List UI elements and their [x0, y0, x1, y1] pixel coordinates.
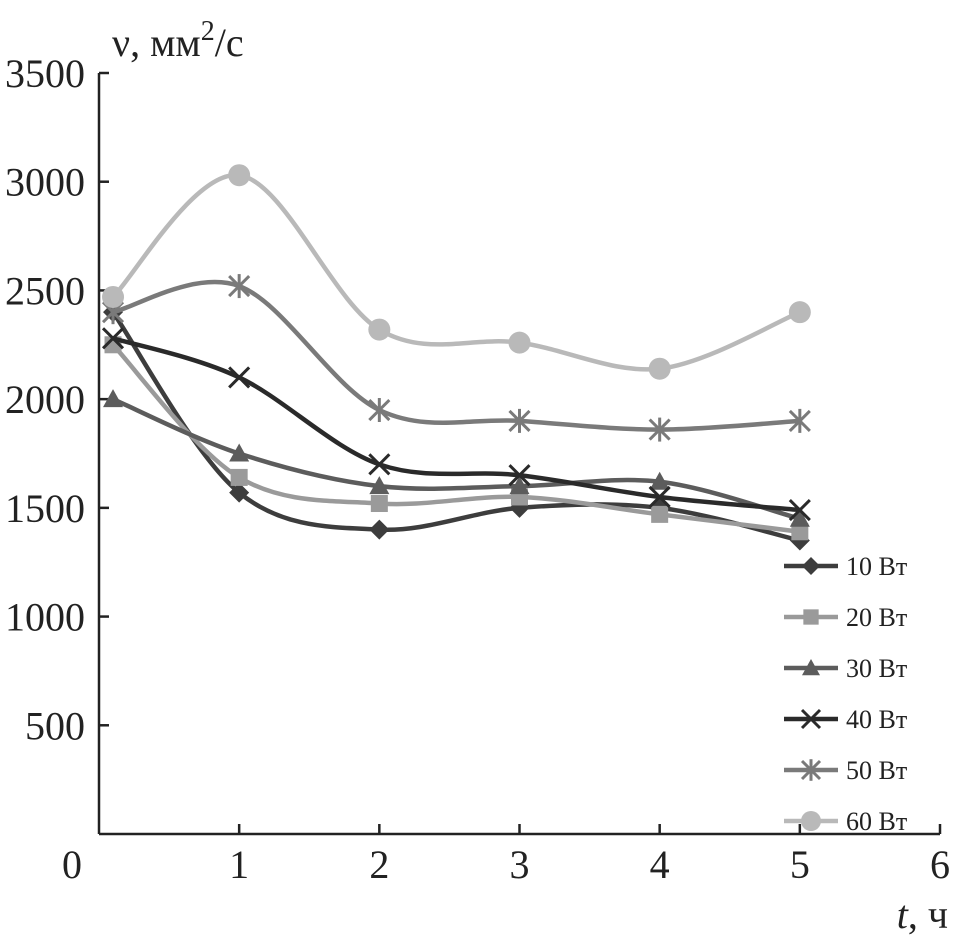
series-5: [101, 274, 811, 442]
data-point: [789, 508, 810, 527]
y-tick-label: 2500: [5, 268, 85, 313]
y-axis-title: ν, мм2/с: [112, 16, 244, 65]
data-point: [788, 301, 811, 324]
data-point: [229, 482, 250, 503]
legend-marker: [802, 659, 820, 676]
legend-item: 10 Вт: [784, 552, 907, 581]
data-point: [368, 318, 391, 341]
marker-stroke: [228, 366, 251, 389]
marker-stroke: [648, 485, 671, 509]
x-tick-label: 5: [790, 842, 810, 887]
data-point: [228, 366, 251, 389]
y-tick-label: 500: [25, 703, 85, 748]
legend-item: 20 Вт: [784, 603, 907, 632]
data-point: [648, 417, 671, 442]
legend-item: 40 Вт: [784, 705, 907, 734]
y-axis-title-base: ν, мм: [112, 20, 201, 65]
x-tick-label: 6: [930, 842, 950, 887]
data-point: [648, 485, 671, 509]
x-tick-label: 1: [229, 842, 249, 887]
data-point: [788, 408, 811, 433]
series-line: [110, 342, 803, 535]
legend-label: 50 Вт: [846, 756, 907, 785]
x-tick-label: 3: [510, 842, 530, 887]
x-axis-title-unit: , ч: [908, 892, 948, 937]
data-point: [508, 408, 531, 433]
series-line: [110, 309, 803, 543]
data-point: [103, 389, 124, 408]
marker-stroke: [800, 708, 822, 730]
data-point: [509, 476, 530, 495]
series-3: [103, 389, 810, 527]
legend-item: 50 Вт: [784, 756, 907, 785]
legend-label: 10 Вт: [846, 552, 907, 581]
x-tick-label: 2: [369, 842, 389, 887]
data-point: [368, 453, 391, 476]
data-point: [229, 443, 250, 462]
x-tick-label: 0: [62, 842, 82, 887]
data-point: [369, 476, 390, 495]
data-point: [651, 505, 669, 523]
marker-stroke: [788, 498, 811, 522]
data-point: [102, 285, 125, 308]
data-point: [508, 464, 531, 487]
legend-item: 60 Вт: [784, 807, 907, 836]
series-line: [110, 396, 803, 521]
y-tick-label: 3000: [5, 160, 85, 205]
marker-stroke: [368, 453, 391, 476]
series-line: [110, 172, 803, 372]
legend-marker: [802, 557, 820, 575]
marker-stroke: [101, 327, 125, 350]
legend-marker: [803, 609, 819, 625]
series-line: [110, 336, 803, 513]
legend-label: 20 Вт: [846, 603, 907, 632]
legend-marker: [801, 811, 821, 831]
data-point: [508, 331, 531, 354]
marker-stroke: [508, 464, 531, 487]
data-point: [228, 274, 251, 299]
legend-label: 40 Вт: [846, 705, 907, 734]
legend-marker: [800, 708, 822, 730]
series-4: [101, 327, 811, 522]
legend-label: 60 Вт: [846, 807, 907, 836]
data-point: [648, 357, 671, 380]
data-point: [101, 327, 125, 350]
y-tick-label: 1500: [5, 486, 85, 531]
legend: 10 Вт 20 Вт 30 Вт 40 Вт 50 Вт 60 Вт: [784, 552, 907, 836]
y-tick-label: 2000: [5, 377, 85, 422]
legend-marker: [800, 759, 822, 781]
x-axis-title-var: t: [897, 892, 909, 937]
legend-item: 30 Вт: [784, 654, 907, 683]
data-point: [791, 523, 809, 541]
legend-label: 30 Вт: [846, 654, 907, 683]
data-point: [649, 471, 670, 490]
data-point: [228, 164, 251, 187]
series-line: [110, 279, 803, 432]
y-axis-title-sup: 2: [201, 16, 215, 47]
data-point: [788, 498, 811, 522]
series-6: [102, 164, 811, 380]
y-axis-title-tail: /с: [215, 20, 244, 65]
data-point: [230, 468, 248, 486]
data-point: [370, 495, 388, 513]
series-layer: [101, 164, 811, 551]
x-axis-title: t, ч: [897, 892, 948, 937]
x-tick-label: 4: [650, 842, 670, 887]
data-point: [369, 519, 390, 540]
y-tick-label: 3500: [5, 51, 85, 96]
data-point: [368, 398, 391, 423]
y-tick-label: 1000: [5, 595, 85, 640]
